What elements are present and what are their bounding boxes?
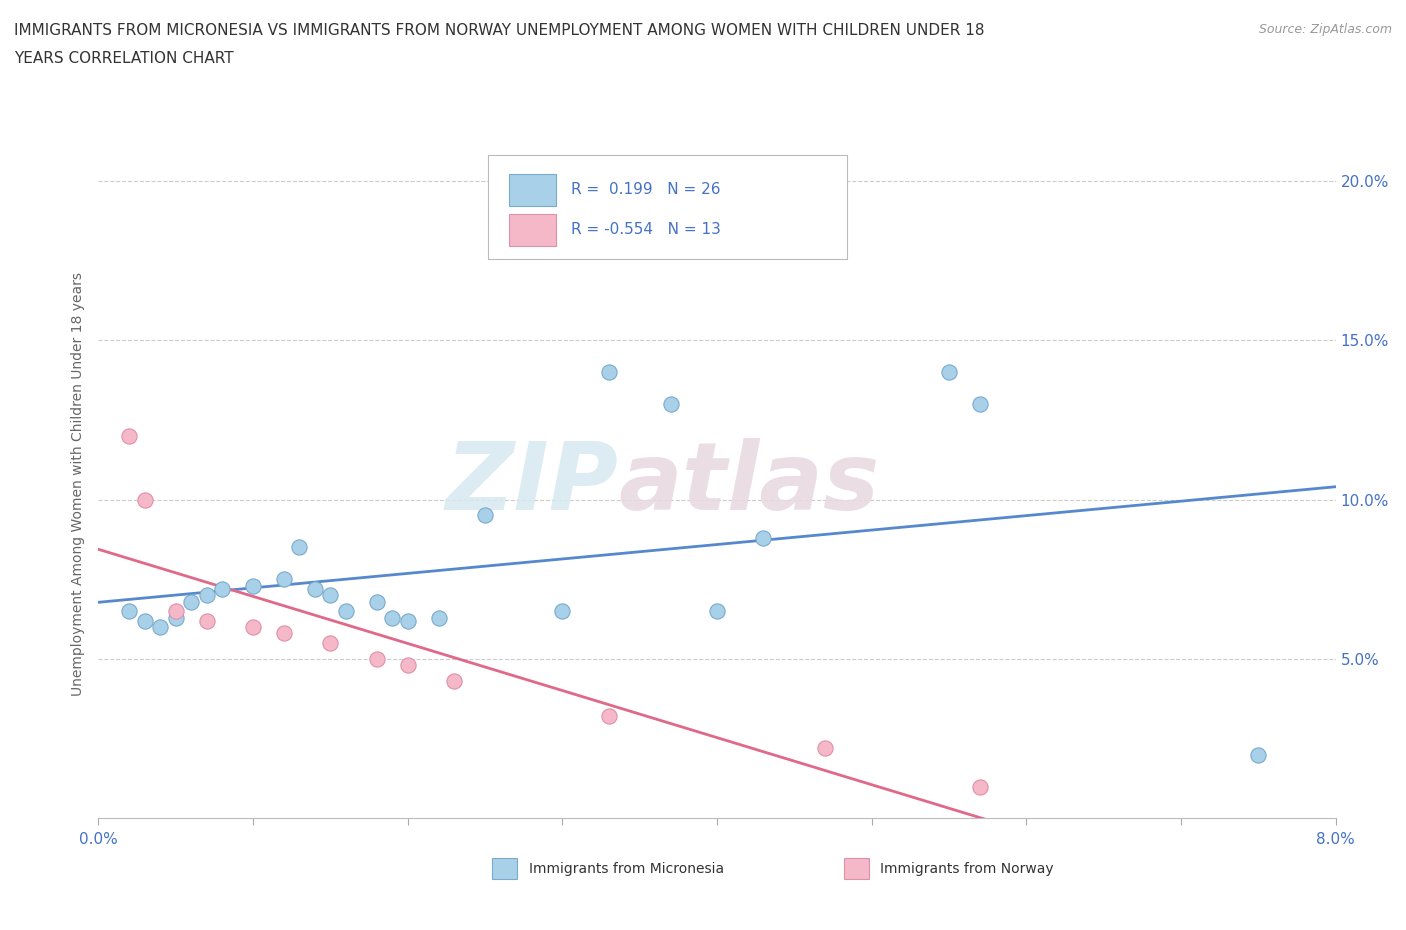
- Point: [659, 396, 682, 411]
- Bar: [509, 214, 557, 246]
- Point: [366, 652, 388, 667]
- FancyBboxPatch shape: [488, 155, 846, 259]
- Point: [396, 658, 419, 672]
- Text: ZIP: ZIP: [446, 438, 619, 529]
- Point: [242, 578, 264, 593]
- Point: [396, 613, 419, 628]
- Bar: [509, 174, 557, 206]
- Text: Immigrants from Norway: Immigrants from Norway: [880, 861, 1053, 876]
- Text: R =  0.199   N = 26: R = 0.199 N = 26: [571, 182, 720, 197]
- Text: Source: ZipAtlas.com: Source: ZipAtlas.com: [1258, 23, 1392, 36]
- Point: [427, 610, 450, 625]
- Point: [134, 613, 156, 628]
- Point: [551, 604, 574, 618]
- Point: [319, 588, 342, 603]
- Point: [165, 604, 187, 618]
- Point: [165, 610, 187, 625]
- Point: [598, 709, 620, 724]
- Point: [1247, 747, 1270, 762]
- Text: R = -0.554   N = 13: R = -0.554 N = 13: [571, 222, 721, 237]
- Point: [335, 604, 357, 618]
- Point: [149, 619, 172, 634]
- Point: [118, 429, 141, 444]
- Y-axis label: Unemployment Among Women with Children Under 18 years: Unemployment Among Women with Children U…: [72, 272, 86, 696]
- Point: [180, 594, 202, 609]
- Point: [706, 604, 728, 618]
- Text: IMMIGRANTS FROM MICRONESIA VS IMMIGRANTS FROM NORWAY UNEMPLOYMENT AMONG WOMEN WI: IMMIGRANTS FROM MICRONESIA VS IMMIGRANTS…: [14, 23, 984, 38]
- Point: [195, 613, 218, 628]
- Text: atlas: atlas: [619, 438, 879, 529]
- Point: [273, 572, 295, 587]
- Point: [814, 741, 837, 756]
- Point: [273, 626, 295, 641]
- Text: Immigrants from Micronesia: Immigrants from Micronesia: [529, 861, 724, 876]
- Point: [242, 619, 264, 634]
- Point: [118, 604, 141, 618]
- Point: [288, 540, 311, 555]
- Point: [443, 674, 465, 689]
- Point: [304, 581, 326, 596]
- Point: [211, 581, 233, 596]
- Point: [381, 610, 404, 625]
- Point: [134, 492, 156, 507]
- Point: [195, 588, 218, 603]
- Point: [938, 365, 960, 379]
- Point: [366, 594, 388, 609]
- Point: [319, 635, 342, 650]
- Point: [598, 365, 620, 379]
- Point: [969, 779, 991, 794]
- Point: [969, 396, 991, 411]
- Point: [474, 508, 496, 523]
- Text: YEARS CORRELATION CHART: YEARS CORRELATION CHART: [14, 51, 233, 66]
- Point: [752, 530, 775, 545]
